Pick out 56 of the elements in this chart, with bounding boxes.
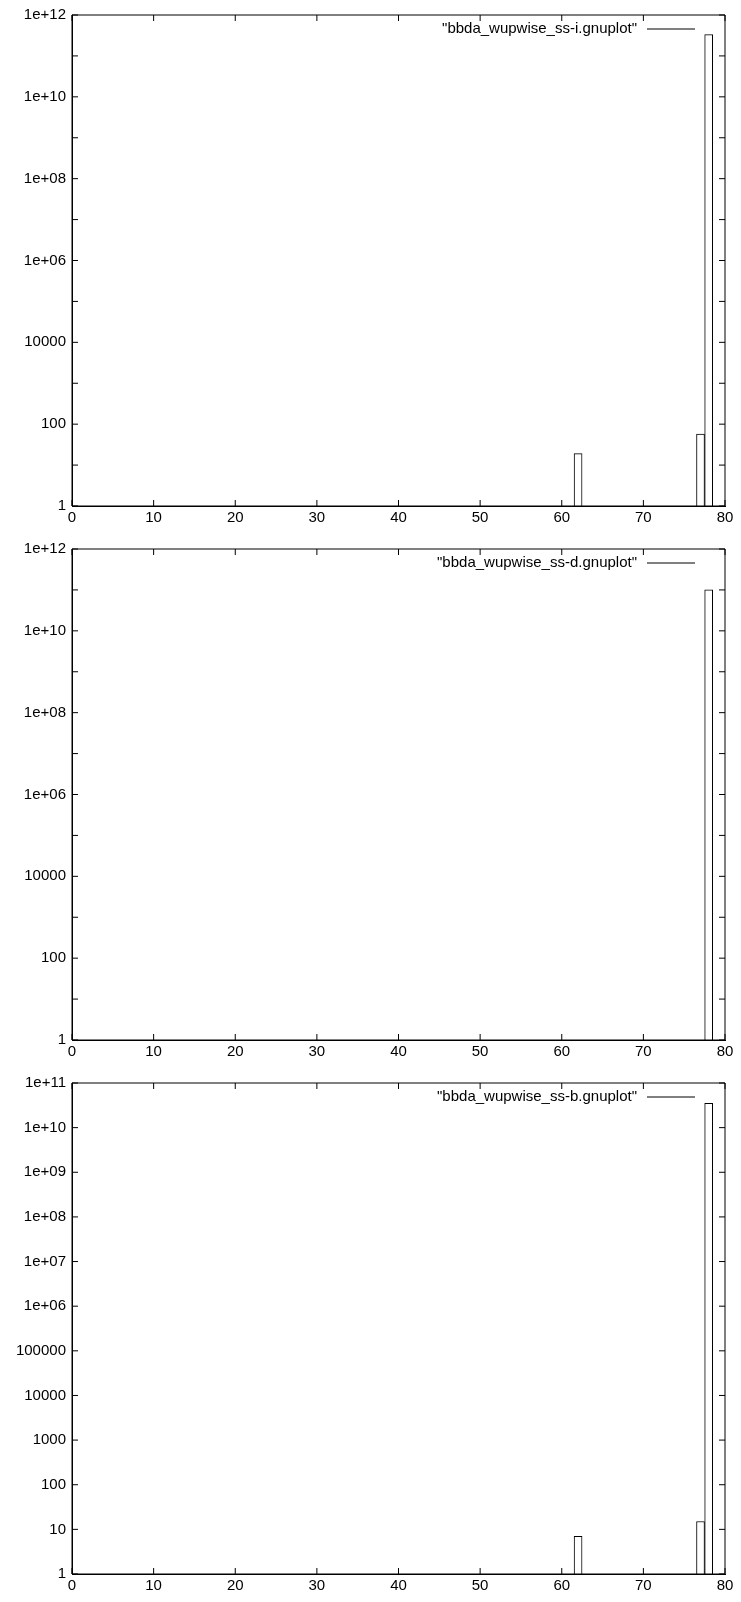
x-tick-label: 10 — [145, 1576, 162, 1594]
legend-label: "bbda_wupwise_ss-i.gnuplot" — [442, 19, 637, 37]
y-tick-label: 1e+09 — [23, 1162, 66, 1180]
y-tick-label: 10000 — [24, 332, 66, 350]
x-tick-label: 50 — [471, 1042, 489, 1060]
x-tick-label: 0 — [67, 508, 77, 526]
x-tick-label: 20 — [226, 1576, 244, 1594]
y-tick-label: 100000 — [15, 1340, 66, 1358]
y-tick-label: 10 — [49, 1519, 66, 1537]
y-tick-label: 1e+08 — [23, 1207, 66, 1225]
x-tick-label: 30 — [308, 1042, 326, 1060]
y-tick-label: 100 — [40, 1474, 66, 1492]
y-tick-label: 1e+10 — [23, 1117, 66, 1135]
x-tick-label: 30 — [308, 1576, 326, 1594]
x-tick-label: 60 — [553, 508, 571, 526]
y-tick-label: 1e+06 — [23, 250, 66, 268]
legend-label: "bbda_wupwise_ss-b.gnuplot" — [437, 1087, 637, 1105]
x-tick-label: 60 — [553, 1576, 571, 1594]
y-tick-label: 1e+08 — [23, 702, 66, 720]
y-tick-label: 100 — [40, 948, 66, 966]
x-tick-label: 70 — [635, 1042, 652, 1060]
x-tick-label: 0 — [67, 1576, 77, 1594]
legend-label: "bbda_wupwise_ss-d.gnuplot" — [437, 553, 637, 571]
x-tick-label: 0 — [67, 1042, 77, 1060]
x-tick-label: 10 — [145, 508, 162, 526]
y-tick-label: 10000 — [24, 1385, 66, 1403]
x-tick-label: 30 — [308, 508, 326, 526]
y-tick-label: 1e+10 — [23, 86, 66, 104]
x-tick-label: 80 — [716, 508, 734, 526]
x-tick-label: 10 — [145, 1042, 162, 1060]
y-tick-label: 1000 — [32, 1430, 66, 1448]
x-tick-label: 20 — [226, 1042, 244, 1060]
x-tick-label: 20 — [226, 508, 244, 526]
y-tick-label: 1 — [57, 1030, 66, 1048]
y-tick-label: 100 — [40, 414, 66, 432]
y-tick-label: 1e+08 — [23, 168, 66, 186]
x-tick-label: 60 — [553, 1042, 571, 1060]
y-tick-label: 1 — [57, 1564, 66, 1582]
y-tick-label: 1e+07 — [23, 1251, 66, 1269]
y-tick-label: 1e+12 — [23, 539, 66, 557]
x-tick-label: 50 — [471, 508, 489, 526]
y-tick-label: 1e+06 — [23, 1296, 66, 1314]
y-tick-label: 1e+11 — [24, 1073, 66, 1091]
y-tick-label: 1e+12 — [23, 5, 66, 23]
x-tick-label: 40 — [390, 1042, 407, 1060]
x-tick-label: 80 — [716, 1576, 734, 1594]
x-tick-label: 70 — [635, 1576, 652, 1594]
x-tick-label: 70 — [635, 508, 652, 526]
y-tick-label: 10000 — [24, 866, 66, 884]
x-tick-label: 50 — [471, 1576, 489, 1594]
x-tick-label: 40 — [390, 1576, 407, 1594]
y-tick-label: 1e+10 — [23, 620, 66, 638]
x-tick-label: 80 — [716, 1042, 734, 1060]
y-tick-label: 1 — [57, 496, 66, 514]
y-tick-label: 1e+06 — [23, 784, 66, 802]
x-tick-label: 40 — [390, 508, 407, 526]
